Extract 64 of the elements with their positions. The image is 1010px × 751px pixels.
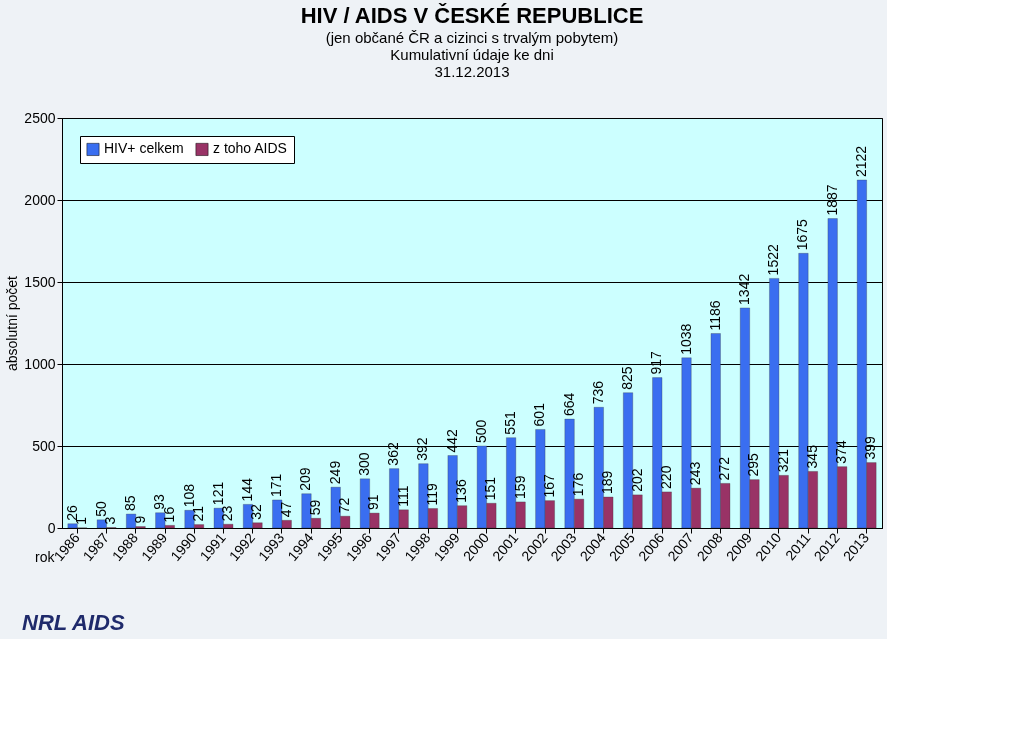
y-tick-label: 2000 xyxy=(24,191,56,208)
data-label: 176 xyxy=(570,472,587,497)
data-label: 220 xyxy=(657,465,674,489)
data-label: 9 xyxy=(131,515,148,524)
data-label: 171 xyxy=(268,473,285,497)
legend-label: z toho AIDS xyxy=(213,140,287,157)
data-label: 119 xyxy=(423,482,440,506)
y-tick-label: 2500 xyxy=(24,109,56,126)
data-label: 321 xyxy=(774,448,791,473)
data-label: 26 xyxy=(63,504,80,521)
data-label: 442 xyxy=(443,428,460,453)
data-label: 1038 xyxy=(677,323,694,355)
data-label: 736 xyxy=(589,380,606,405)
legend-label: HIV+ celkem xyxy=(104,140,184,157)
data-label: 159 xyxy=(511,475,528,499)
data-label: 3 xyxy=(102,516,119,525)
y-axis-title: absolutní počet xyxy=(4,275,21,371)
data-label: 23 xyxy=(219,505,236,522)
data-label: 85 xyxy=(122,495,139,512)
data-label: 111 xyxy=(394,485,411,507)
data-label: 917 xyxy=(648,351,665,375)
data-label: 108 xyxy=(180,483,197,508)
y-tick-label: 0 xyxy=(47,519,56,536)
data-label: 1675 xyxy=(794,218,811,251)
data-label: 50 xyxy=(92,501,109,517)
data-label: 1522 xyxy=(765,244,782,276)
data-label: 91 xyxy=(365,494,382,511)
data-label: 72 xyxy=(336,497,353,514)
x-axis-title: rok xyxy=(35,548,56,565)
data-label: 32 xyxy=(248,503,265,520)
data-label: 500 xyxy=(472,419,489,443)
data-label: 189 xyxy=(599,470,616,494)
data-label: 47 xyxy=(277,501,294,518)
data-label: 551 xyxy=(502,411,519,435)
data-label: 601 xyxy=(531,402,548,427)
data-label: 399 xyxy=(862,435,879,460)
data-label: 21 xyxy=(190,505,207,522)
data-label: 136 xyxy=(453,479,470,503)
data-label: 362 xyxy=(385,442,402,466)
data-label: 664 xyxy=(560,392,577,417)
y-tick-label: 1000 xyxy=(24,355,56,372)
data-label: 825 xyxy=(619,366,636,390)
data-label: 300 xyxy=(355,452,372,476)
data-label: 151 xyxy=(482,476,499,501)
data-label: 374 xyxy=(833,440,850,464)
data-label: 243 xyxy=(687,461,703,486)
data-label: 144 xyxy=(239,477,255,502)
data-label: 167 xyxy=(540,474,557,498)
chart-title: HIV / AIDS V ČESKÉ REPUBLICE xyxy=(300,3,644,28)
y-tick-label: 1500 xyxy=(24,273,56,290)
data-label: 121 xyxy=(209,481,226,506)
data-label: 209 xyxy=(297,467,314,491)
chart-subtitle: (jen občané ČR a cizinci s trvalým pobytem) Kumulativní údaje ke dni 31.12.2013 xyxy=(325,29,619,80)
y-tick-label: 500 xyxy=(32,437,56,454)
data-label: 59 xyxy=(306,499,323,516)
data-label: 1887 xyxy=(823,184,840,216)
text: NRL AIDS xyxy=(22,610,125,635)
data-label: 249 xyxy=(326,460,343,485)
data-label: 202 xyxy=(628,468,645,492)
data-label: 272 xyxy=(716,456,733,481)
data-label: 2122 xyxy=(852,145,869,177)
data-label: 1342 xyxy=(735,273,752,305)
data-label: 295 xyxy=(745,453,762,477)
data-label: 1186 xyxy=(706,300,723,331)
